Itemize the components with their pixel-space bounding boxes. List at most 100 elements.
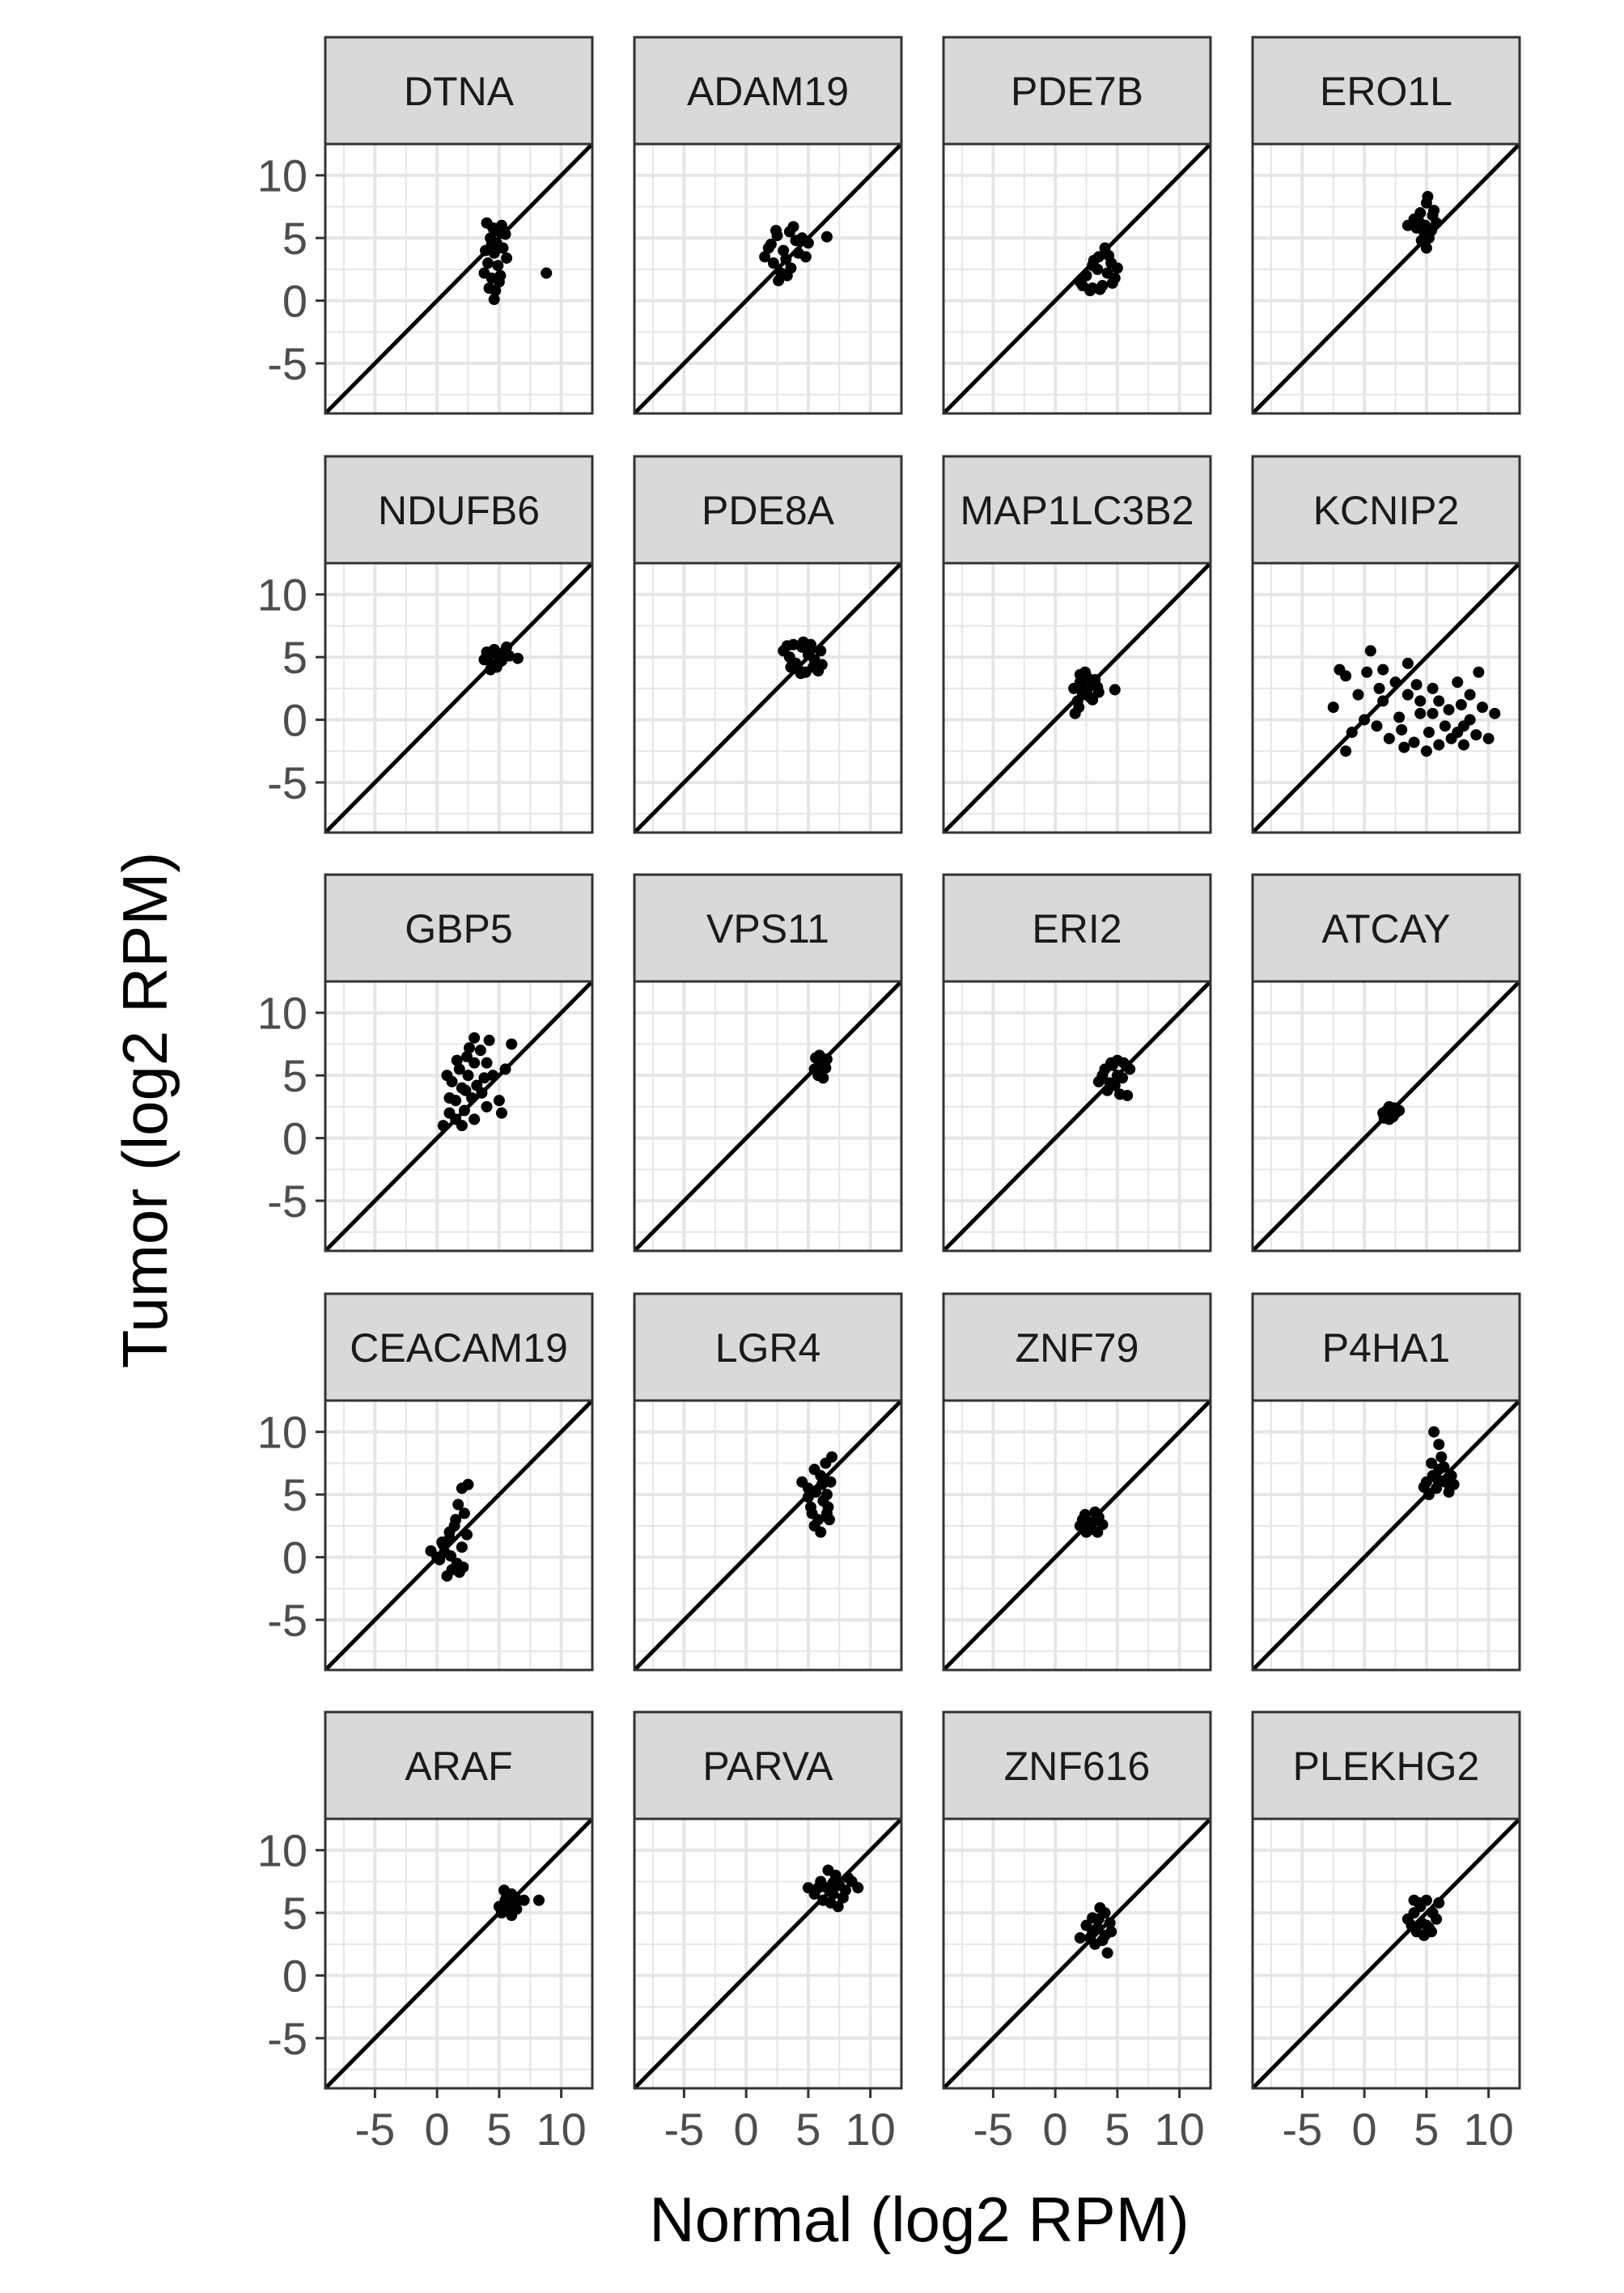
reference-line-group [325,563,592,833]
data-point [1074,1932,1086,1944]
identity-line [325,1819,592,2088]
panel-border [1251,1399,1521,1672]
x-axis-title: Normal (log2 RPM) [649,2184,1189,2255]
data-point [1414,695,1427,707]
data-point [1401,689,1414,701]
facet-strip-label: PDE7B [1011,69,1143,114]
data-point [1489,707,1501,719]
facet-panel: PARVA -5 0 5 10 [633,1710,903,2155]
data-point [826,1451,838,1463]
data-point [1445,1469,1457,1481]
x-tick-label: 0 [1352,2104,1377,2155]
data-point [1393,711,1406,723]
facet-strip [324,455,594,565]
data-point [503,1897,515,1909]
panel-grid [634,981,901,1251]
data-point [457,1561,469,1573]
data-point [778,244,790,256]
facet-strip-label: LGR4 [715,1325,821,1371]
x-tick-label: 0 [1043,2104,1068,2155]
panel-grid [634,563,901,833]
data-point [781,640,793,652]
facet-panel: PDE7B [942,36,1212,415]
data-point [1104,1077,1116,1089]
y-axis-title: Tumor (log2 RPM) [109,852,180,1369]
facet-strip-label: GBP5 [405,906,512,952]
data-point [482,257,494,269]
x-tick-label: 10 [1154,2104,1204,2155]
y-tick-label: -5 [267,2013,307,2064]
data-point [460,1050,473,1062]
data-point [1377,695,1389,707]
data-point [1371,720,1383,732]
data-point [1452,676,1464,689]
data-point [1433,1439,1445,1451]
data-point [1111,262,1123,274]
identity-line [1253,1401,1520,1670]
data-point [1420,745,1432,757]
data-point [493,226,505,238]
data-point [448,1519,460,1532]
panel-grid [1253,1819,1520,2088]
data-point [832,1901,844,1913]
y-tick-label: 10 [257,1825,307,1876]
y-tick-label: 5 [282,213,307,264]
facet-strip [633,873,903,983]
x-tick-label: 0 [734,2104,759,2155]
panel-border [324,142,594,415]
data-point [1398,741,1410,753]
data-point [823,1514,835,1526]
data-points [1074,242,1123,297]
data-point [458,1104,470,1117]
data-point [1076,280,1088,292]
data-point [501,252,513,264]
data-point [1104,1917,1116,1929]
data-point [1431,1913,1443,1925]
data-point [767,257,779,269]
data-point [1401,657,1414,669]
facet-panel: PLEKHG2 -5 0 5 10 [1251,1710,1521,2155]
data-point [1109,272,1121,284]
data-point [1364,645,1376,657]
data-point [1448,1478,1460,1490]
data-point [469,1057,481,1069]
y-tick-label: 0 [282,1113,307,1164]
identity-line [634,144,901,413]
y-tick-label: 5 [282,1050,307,1101]
facet-panel: KCNIP2 [1251,455,1521,834]
panel-border [324,562,594,834]
data-point [812,665,825,677]
data-point [1088,255,1100,267]
data-points [478,217,553,306]
identity-line [1253,144,1520,413]
data-point [1080,269,1092,282]
data-point [822,1864,834,1876]
reference-line-group [325,1401,592,1670]
data-point [773,274,785,286]
data-point [487,1070,499,1082]
y-tick-label: 0 [282,276,307,327]
data-point [827,1888,839,1900]
data-point [481,1057,493,1069]
data-points [796,1451,838,1538]
data-point [481,1100,493,1113]
data-point [462,1070,474,1082]
data-point [1426,1457,1438,1469]
facet-strip-label: P4HA1 [1322,1325,1450,1371]
data-point [499,1063,511,1075]
panel-border [942,142,1212,415]
data-point [1428,205,1440,217]
panel-border [1251,1817,1521,2090]
data-point [469,1032,481,1044]
identity-line [634,981,901,1251]
data-point [822,1501,834,1513]
data-point [490,285,502,297]
data-point [842,1871,854,1884]
data-point [1109,684,1121,696]
facet-strip [633,1710,903,1820]
data-point [1433,739,1445,751]
x-tick-label: 0 [425,2104,450,2155]
y-tick-label: -5 [267,1595,307,1646]
data-point [518,1894,530,1906]
